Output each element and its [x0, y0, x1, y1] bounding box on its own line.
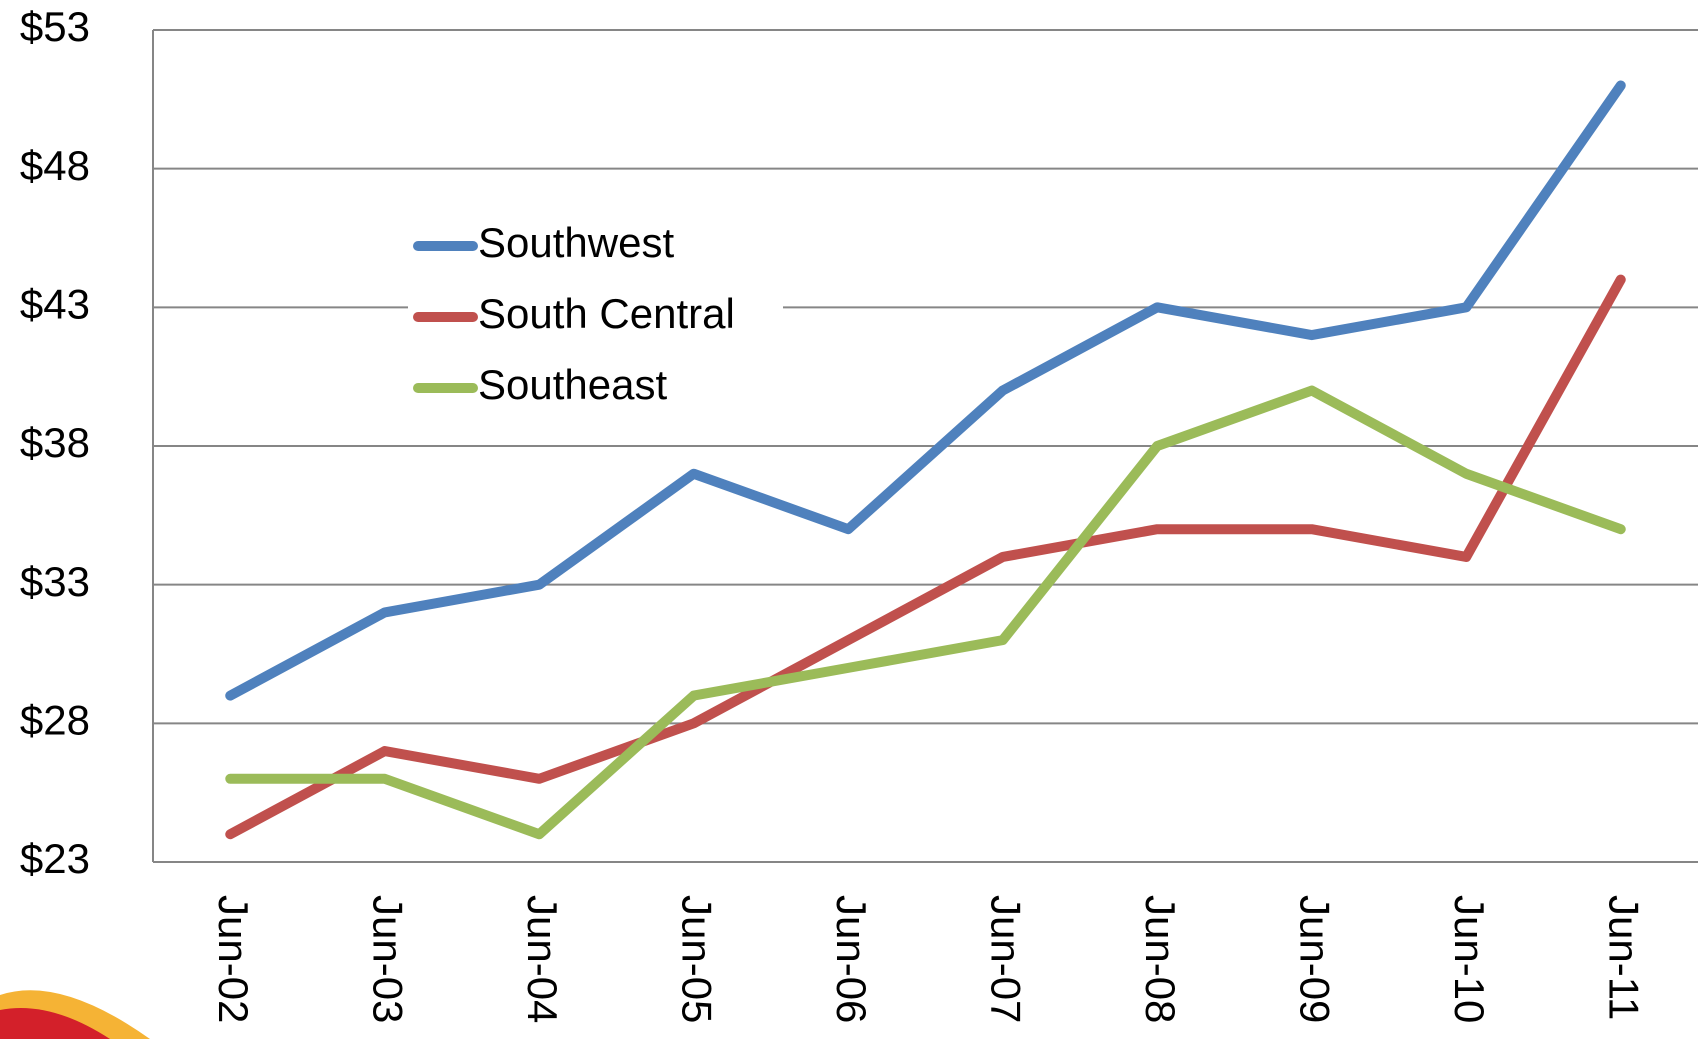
- y-tick-label: $48: [20, 142, 90, 189]
- x-tick-label: Jun-03: [365, 895, 412, 1023]
- x-tick-label: Jun-11: [1601, 895, 1648, 1020]
- x-tick-label: Jun-09: [1292, 895, 1339, 1023]
- x-tick-label: Jun-08: [1137, 895, 1184, 1023]
- x-tick-label: Jun-10: [1446, 895, 1493, 1023]
- legend-label: Southwest: [478, 219, 674, 266]
- x-tick-label: Jun-07: [983, 895, 1030, 1023]
- y-tick-label: $33: [20, 558, 90, 605]
- y-tick-label: $53: [20, 3, 90, 50]
- decoration: [0, 1007, 110, 1039]
- y-tick-label: $38: [20, 419, 90, 466]
- x-tick-label: Jun-02: [210, 895, 257, 1023]
- y-tick-label: $43: [20, 280, 90, 327]
- x-tick-label: Jun-05: [674, 895, 721, 1023]
- series-line: [225, 80, 1626, 701]
- legend-label: Southeast: [478, 361, 667, 408]
- series-line: [225, 274, 1626, 840]
- y-tick-label: $28: [20, 696, 90, 743]
- x-tick-label: Jun-04: [519, 895, 566, 1023]
- y-tick-label: $23: [20, 835, 90, 882]
- legend-label: South Central: [478, 290, 735, 337]
- series-line: [225, 385, 1626, 840]
- x-tick-label: Jun-06: [828, 895, 875, 1023]
